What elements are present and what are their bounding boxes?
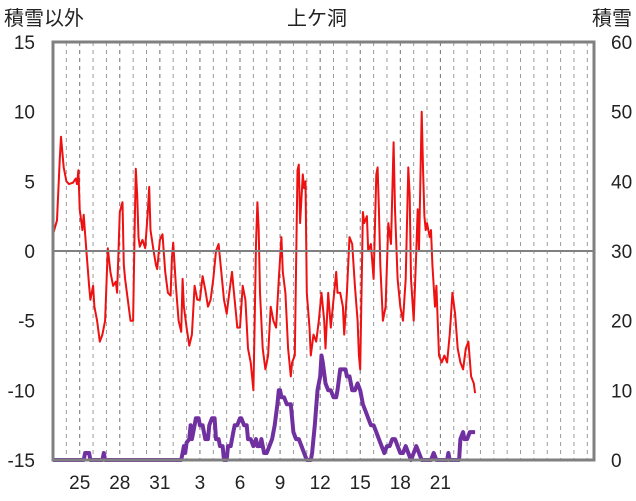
left-tick-label: -5 (18, 312, 35, 333)
x-tick-label: 6 (235, 473, 246, 494)
left-axis-label: 積雪以外 (4, 7, 84, 30)
snow-depth-line (53, 353, 476, 462)
right-tick-label: 30 (611, 242, 632, 263)
left-tick-label: 10 (14, 103, 35, 124)
x-tick-label: 25 (69, 473, 90, 494)
left-tick-label: -10 (8, 381, 35, 402)
right-axis-label: 積雪 (592, 7, 632, 30)
left-tick-label: -15 (8, 451, 35, 472)
other-values-line (52, 110, 477, 394)
x-tick-label: 31 (149, 473, 170, 494)
right-tick-label: 0 (611, 451, 622, 472)
x-tick-labels: 25 28 31 3 6 9 12 15 18 21 (69, 473, 451, 494)
left-tick-label: 5 (24, 172, 35, 193)
right-tick-label: 20 (611, 312, 632, 333)
x-tick-label: 28 (109, 473, 130, 494)
x-tick-label: 9 (275, 473, 286, 494)
x-tick-label: 18 (390, 473, 411, 494)
right-tick-label: 40 (611, 172, 632, 193)
right-tick-labels: 60 50 40 30 20 10 0 (611, 33, 632, 472)
x-tick-label: 12 (310, 473, 331, 494)
x-tick-label: 3 (195, 473, 206, 494)
x-tick-label: 15 (350, 473, 371, 494)
x-tick-label: 21 (430, 473, 451, 494)
series-group (52, 110, 477, 462)
right-tick-label: 10 (611, 381, 632, 402)
right-tick-label: 50 (611, 103, 632, 124)
left-tick-labels: 15 10 5 0 -5 -10 -15 (8, 33, 35, 472)
left-tick-label: 0 (24, 242, 35, 263)
chart-title: 上ケ洞 (287, 7, 347, 30)
left-tick-label: 15 (14, 33, 35, 54)
right-tick-label: 60 (611, 33, 632, 54)
